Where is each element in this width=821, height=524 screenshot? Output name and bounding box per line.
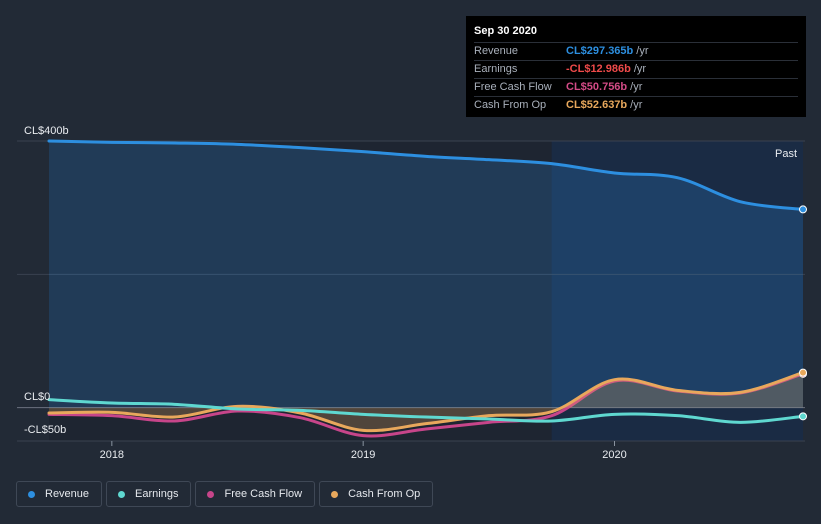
grid-layer xyxy=(17,140,805,442)
cash-from-op-area xyxy=(49,372,803,431)
legend: Revenue Earnings Free Cash Flow Cash Fro… xyxy=(16,481,437,507)
revenue-area xyxy=(49,141,803,408)
legend-label: Earnings xyxy=(135,488,179,500)
cash-from-op-line xyxy=(47,371,805,433)
tooltip-unit: /yr xyxy=(630,99,643,111)
legend-dot-icon xyxy=(207,490,215,498)
y-tick-label: CL$400b xyxy=(24,125,69,137)
legend-label: Free Cash Flow xyxy=(224,488,303,500)
x-tick-label: 2020 xyxy=(602,449,626,461)
tooltip-unit: /yr xyxy=(633,63,647,75)
earnings-line xyxy=(47,398,805,424)
tooltip-value: CL$52.637b xyxy=(566,99,628,111)
legend-item-free-cash-flow[interactable]: Free Cash Flow xyxy=(195,481,316,507)
tooltip: Sep 30 2020 Revenue CL$297.365b /yr Earn… xyxy=(466,16,806,117)
tooltip-row-free-cash-flow: Free Cash Flow CL$50.756b /yr xyxy=(474,78,798,96)
tooltip-label: Revenue xyxy=(474,45,519,57)
y-tick-label: CL$0 xyxy=(24,391,50,403)
legend-item-earnings[interactable]: Earnings xyxy=(106,481,192,507)
legend-item-revenue[interactable]: Revenue xyxy=(16,481,103,507)
y-tick-label: -CL$50b xyxy=(24,424,66,436)
legend-item-cash-from-op[interactable]: Cash From Op xyxy=(319,481,434,507)
tooltip-unit: /yr xyxy=(636,45,649,57)
x-tick-label: 2019 xyxy=(351,449,375,461)
tooltip-row-revenue: Revenue CL$297.365b /yr xyxy=(474,42,798,60)
legend-label: Revenue xyxy=(45,488,90,500)
tooltip-label: Earnings xyxy=(474,63,518,75)
legend-dot-icon xyxy=(28,490,35,498)
revenue-line xyxy=(47,139,805,211)
cash-from-op-end-point xyxy=(799,368,807,377)
tooltip-label: Free Cash Flow xyxy=(474,81,552,93)
tooltip-value: -CL$12.986b xyxy=(566,63,631,75)
tooltip-row-cash-from-op: Cash From Op CL$52.637b /yr xyxy=(474,96,798,114)
legend-dot-icon xyxy=(331,490,339,498)
x-tick-label: 2018 xyxy=(100,449,124,461)
legend-dot-icon xyxy=(118,490,126,498)
past-label: Past xyxy=(775,148,797,160)
revenue-end-point xyxy=(799,205,807,214)
earnings-end-point xyxy=(799,412,807,421)
axis-layer: Past CL$400b CL$0 -CL$50b 2018 2019 2020 xyxy=(24,125,797,461)
tooltip-unit: /yr xyxy=(630,81,643,93)
tooltip-date: Sep 30 2020 xyxy=(474,25,537,37)
tooltip-value: CL$297.365b xyxy=(566,45,634,57)
plot-layer xyxy=(47,139,807,438)
tooltip-value: CL$50.756b xyxy=(566,81,628,93)
tooltip-label: Cash From Op xyxy=(474,99,547,111)
legend-label: Cash From Op xyxy=(348,488,421,500)
tooltip-row-earnings: Earnings -CL$12.986b /yr xyxy=(474,60,798,78)
